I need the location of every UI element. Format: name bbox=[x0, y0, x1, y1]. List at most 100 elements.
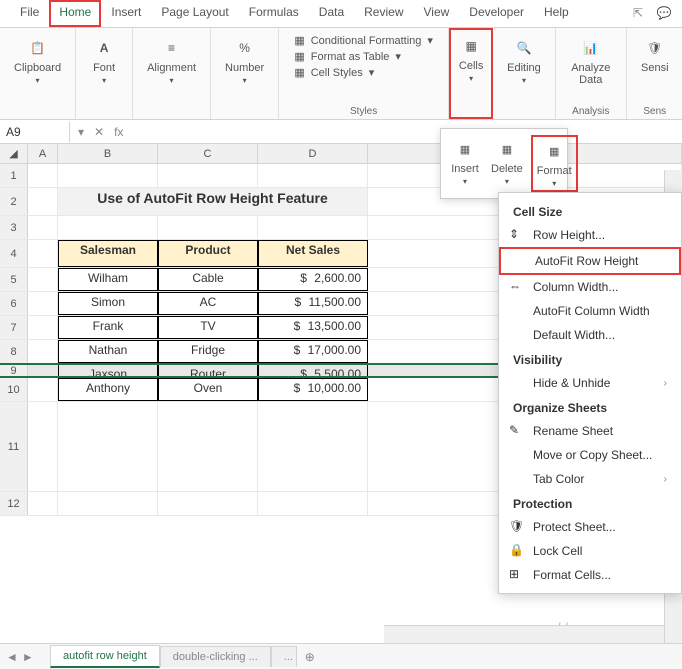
td-net[interactable]: $10,000.00 bbox=[258, 378, 368, 401]
col-header-D[interactable]: D bbox=[258, 144, 368, 163]
horizontal-scrollbar[interactable] bbox=[384, 625, 664, 643]
row-header-6[interactable]: 6 bbox=[0, 292, 28, 315]
tab-developer[interactable]: Developer bbox=[459, 0, 534, 27]
col-header-C[interactable]: C bbox=[158, 144, 258, 163]
row-header-5[interactable]: 5 bbox=[0, 268, 28, 291]
td-salesman[interactable]: Wilham bbox=[58, 268, 158, 291]
select-all[interactable]: ◢ bbox=[0, 144, 28, 163]
cell[interactable] bbox=[58, 402, 158, 491]
sensitivity-button[interactable]: 🛡 Sensi bbox=[637, 34, 673, 76]
td-salesman[interactable]: Nathan bbox=[58, 340, 158, 363]
name-box[interactable]: A9 bbox=[0, 122, 70, 142]
cell[interactable] bbox=[58, 216, 158, 239]
cell[interactable] bbox=[28, 268, 58, 291]
cell[interactable] bbox=[258, 216, 368, 239]
comment-icon[interactable]: 💬 bbox=[654, 3, 674, 23]
td-net[interactable]: $17,000.00 bbox=[258, 340, 368, 363]
analyze-data-button[interactable]: 📊 Analyze Data bbox=[566, 34, 616, 88]
td-product[interactable]: TV bbox=[158, 316, 258, 339]
menu-hide-unhide[interactable]: Hide & Unhide› bbox=[499, 371, 681, 395]
cell[interactable] bbox=[258, 164, 368, 187]
cell[interactable] bbox=[258, 492, 368, 515]
td-product[interactable]: Router bbox=[158, 364, 258, 377]
row-header-8[interactable]: 8 bbox=[0, 340, 28, 363]
tab-page-layout[interactable]: Page Layout bbox=[151, 0, 238, 27]
tab-home[interactable]: Home bbox=[49, 0, 101, 27]
th-salesman[interactable]: Salesman bbox=[58, 240, 158, 267]
title-cell[interactable]: Use of AutoFit Row Height Feature bbox=[58, 188, 368, 215]
sheet-tab-active[interactable]: autofit row height bbox=[50, 645, 160, 668]
nav-next-icon[interactable]: ► bbox=[22, 650, 34, 664]
menu-lock-cell[interactable]: 🔒Lock Cell bbox=[499, 539, 681, 563]
td-salesman[interactable]: Frank bbox=[58, 316, 158, 339]
tab-insert[interactable]: Insert bbox=[101, 0, 151, 27]
td-net[interactable]: $5,500.00 bbox=[258, 364, 368, 377]
tab-review[interactable]: Review bbox=[354, 0, 413, 27]
sheet-nav[interactable]: ◄ ► bbox=[6, 650, 34, 664]
td-product[interactable]: Fridge bbox=[158, 340, 258, 363]
cell[interactable] bbox=[28, 316, 58, 339]
row-header-7[interactable]: 7 bbox=[0, 316, 28, 339]
td-salesman[interactable]: Simon bbox=[58, 292, 158, 315]
share-icon[interactable]: ⇱ bbox=[628, 3, 648, 23]
cell[interactable] bbox=[158, 164, 258, 187]
cell[interactable] bbox=[28, 216, 58, 239]
td-product[interactable]: Oven bbox=[158, 378, 258, 401]
td-net[interactable]: $11,500.00 bbox=[258, 292, 368, 315]
cell[interactable] bbox=[28, 240, 58, 267]
format-button[interactable]: ▦ Format ▾ bbox=[531, 135, 578, 192]
tab-view[interactable]: View bbox=[414, 0, 460, 27]
menu-autofit-row-height[interactable]: AutoFit Row Height bbox=[499, 247, 681, 275]
fx-dropdown-icon[interactable]: ▾ bbox=[78, 125, 84, 139]
menu-format-cells[interactable]: ⊞Format Cells... bbox=[499, 563, 681, 587]
th-product[interactable]: Product bbox=[158, 240, 258, 267]
cell[interactable] bbox=[58, 492, 158, 515]
cell-styles-button[interactable]: ▦Cell Styles ▾ bbox=[294, 66, 433, 79]
td-salesman[interactable]: Anthony bbox=[58, 378, 158, 401]
fx-icon[interactable]: fx bbox=[114, 125, 123, 139]
row-header-4[interactable]: 4 bbox=[0, 240, 28, 267]
row-header-2[interactable]: 2 bbox=[0, 188, 28, 215]
insert-button[interactable]: ▦ Insert ▾ bbox=[447, 135, 483, 192]
row-header-9[interactable]: 9 bbox=[0, 364, 28, 377]
cells-button[interactable]: ▦ Cells ▾ bbox=[453, 32, 489, 85]
tab-formulas[interactable]: Formulas bbox=[239, 0, 309, 27]
menu-column-width[interactable]: ⇔Column Width... bbox=[499, 275, 681, 299]
delete-button[interactable]: ▦ Delete ▾ bbox=[487, 135, 527, 192]
td-net[interactable]: $2,600.00 bbox=[258, 268, 368, 291]
cell[interactable] bbox=[28, 188, 58, 215]
cell[interactable] bbox=[28, 292, 58, 315]
cell[interactable] bbox=[28, 402, 58, 491]
cell[interactable] bbox=[28, 164, 58, 187]
row-header-3[interactable]: 3 bbox=[0, 216, 28, 239]
editing-button[interactable]: 🔍 Editing ▾ bbox=[503, 34, 545, 87]
tab-help[interactable]: Help bbox=[534, 0, 579, 27]
fx-cancel-icon[interactable]: ✕ bbox=[94, 125, 104, 139]
menu-protect-sheet[interactable]: 🛡Protect Sheet... bbox=[499, 515, 681, 539]
cell[interactable] bbox=[158, 492, 258, 515]
cell[interactable] bbox=[258, 402, 368, 491]
cell[interactable] bbox=[28, 378, 58, 401]
cell[interactable] bbox=[28, 364, 58, 377]
tab-data[interactable]: Data bbox=[309, 0, 354, 27]
menu-autofit-column-width[interactable]: AutoFit Column Width bbox=[499, 299, 681, 323]
td-net[interactable]: $13,500.00 bbox=[258, 316, 368, 339]
row-header-11[interactable]: 11 bbox=[0, 402, 28, 491]
clipboard-button[interactable]: 📋 Clipboard ▾ bbox=[10, 34, 65, 87]
row-header-10[interactable]: 10 bbox=[0, 378, 28, 401]
cell[interactable] bbox=[158, 216, 258, 239]
td-product[interactable]: Cable bbox=[158, 268, 258, 291]
format-as-table-button[interactable]: ▦Format as Table ▾ bbox=[294, 50, 433, 63]
th-netsales[interactable]: Net Sales bbox=[258, 240, 368, 267]
col-header-A[interactable]: A bbox=[28, 144, 58, 163]
menu-tab-color[interactable]: Tab Color› bbox=[499, 467, 681, 491]
cell[interactable] bbox=[28, 340, 58, 363]
sheet-tab-more[interactable]: ... bbox=[271, 646, 297, 667]
tab-file[interactable]: File bbox=[10, 0, 49, 27]
menu-default-width[interactable]: Default Width... bbox=[499, 323, 681, 347]
cell[interactable] bbox=[28, 492, 58, 515]
number-button[interactable]: % Number ▾ bbox=[221, 34, 268, 87]
font-button[interactable]: A Font ▾ bbox=[86, 34, 122, 87]
col-header-B[interactable]: B bbox=[58, 144, 158, 163]
td-salesman[interactable]: Jaxson bbox=[58, 364, 158, 377]
